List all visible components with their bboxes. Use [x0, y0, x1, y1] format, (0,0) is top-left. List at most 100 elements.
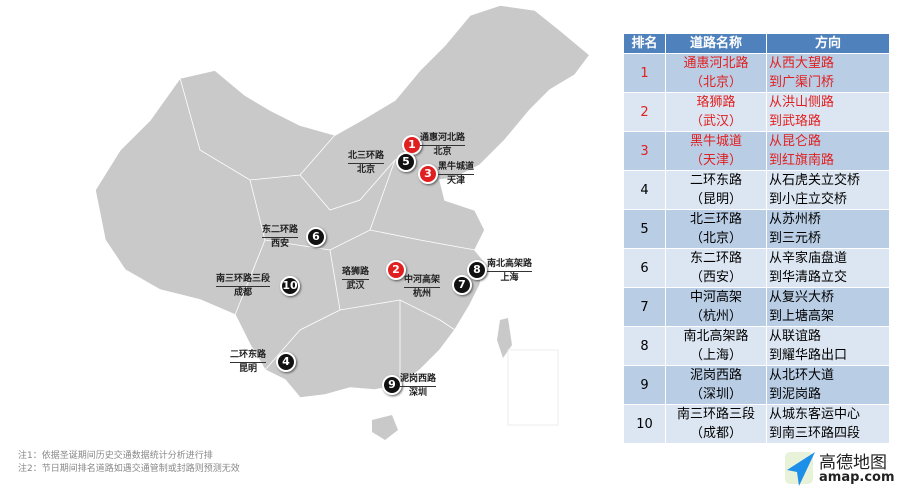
direction-cell: 从复兴大桥到上塘高架 [766, 287, 890, 327]
road-city: （成都） [689, 426, 742, 441]
road-city: （昆明） [689, 192, 742, 207]
direction-to: 到华清路立交 [769, 270, 848, 285]
direction-cell: 从昆仑路 到红旗南路 [766, 131, 890, 171]
china-mainland [94, 4, 592, 399]
note-2: 注2：节日期间排名道路如遇交通管制或封路则预测无效 [18, 464, 240, 474]
road-name: 珞狮路 [696, 95, 736, 110]
marker-label-3: 黑牛城道 天津 [438, 162, 475, 186]
marker-label-1: 通惠河北路 北京 [420, 133, 466, 157]
rank-cell: 9 [623, 365, 666, 405]
taiwan-island [497, 318, 512, 358]
direction-to: 到耀华路出口 [769, 348, 848, 363]
table-row: 4 二环东路 （昆明） 从石虎关立交桥 到小庄立交桥 [623, 170, 890, 210]
logo-name: 高德地图 [819, 453, 887, 473]
table-row: 2 珞狮路 （武汉） 从洪山侧路 到武珞路 [623, 92, 890, 132]
map-marker-9[interactable]: 9 [382, 375, 402, 395]
direction-to: 到泥岗路 [769, 387, 822, 402]
direction-from: 从辛家庙盘道 [769, 251, 848, 266]
road-cell: 北三环路 （北京） [665, 209, 767, 249]
direction-cell: 从洪山侧路 到武珞路 [766, 92, 890, 132]
map-marker-2[interactable]: 2 [386, 260, 406, 280]
table-row: 9 泥岗西路 （深圳） 从北环大道到泥岗路 [623, 365, 890, 405]
rank-cell: 3 [623, 131, 666, 171]
paper-plane-icon [785, 452, 815, 486]
map-marker-10[interactable]: 10 [280, 276, 300, 296]
road-cell: 南北高架路 （上海） [665, 326, 767, 366]
rank-cell: 7 [623, 287, 666, 327]
table-row: 10 南三环路三段 （成都） 从城东客运中心 到南三环路四段 [623, 404, 890, 444]
note-1: 注1：依据圣诞期间历史交通数据统计分析进行排 [18, 451, 213, 461]
road-cell: 东二环路 （西安） [665, 248, 767, 288]
map-marker-7[interactable]: 7 [452, 275, 472, 295]
road-name: 泥岗西路 [689, 368, 742, 383]
marker-label-10: 南三环路三段 成都 [216, 274, 271, 298]
road-city: （天津） [689, 153, 742, 168]
direction-from: 从西大望路 [769, 56, 835, 71]
direction-cell: 从城东客运中心 到南三环路四段 [766, 404, 890, 444]
direction-from: 从石虎关立交桥 [769, 173, 861, 188]
logo-url: amap.com [819, 470, 895, 485]
road-city: （北京） [689, 75, 742, 90]
road-city: （武汉） [689, 114, 742, 129]
table-row: 7 中河高架 （杭州） 从复兴大桥到上塘高架 [623, 287, 890, 327]
road-cell: 泥岗西路 （深圳） [665, 365, 767, 405]
hainan-island [372, 415, 398, 440]
road-name: 北三环路 [689, 212, 742, 227]
marker-label-4: 二环东路 昆明 [230, 350, 267, 374]
road-city: （上海） [689, 348, 742, 363]
direction-to: 到三元桥 [769, 231, 822, 246]
table-row: 3 黑牛城道 （天津） 从昆仑路到红旗南路 [623, 131, 890, 171]
road-cell: 二环东路 （昆明） [665, 170, 767, 210]
direction-cell: 从苏州桥 到三元桥 [766, 209, 890, 249]
province-borders [179, 77, 476, 385]
map-marker-4[interactable]: 4 [276, 352, 296, 372]
direction-from: 从苏州桥 [769, 212, 822, 227]
direction-from: 从联谊路 [769, 329, 822, 344]
direction-from: 从北环大道 [769, 368, 835, 383]
road-cell: 珞狮路 （武汉） [665, 92, 767, 132]
direction-to: 到小庄立交桥 [769, 192, 848, 207]
road-name: 黑牛城道 [689, 134, 742, 149]
marker-label-5: 北三环路 北京 [348, 151, 385, 175]
header-rank: 排名 [623, 33, 666, 54]
direction-to: 到红旗南路 [769, 153, 835, 168]
rank-cell: 1 [623, 53, 666, 93]
table-header: 排名 道路名称 方向 [623, 33, 890, 54]
direction-to: 到上塘高架 [769, 309, 835, 324]
map-marker-5[interactable]: 5 [396, 152, 416, 172]
south-china-sea-inset [507, 349, 559, 426]
table-row: 5 北三环路 （北京） 从苏州桥到三元桥 [623, 209, 890, 249]
marker-label-7: 中河高架 杭州 [404, 275, 441, 299]
road-name: 中河高架 [689, 290, 742, 305]
road-cell: 中河高架 （杭州） [665, 287, 767, 327]
direction-cell: 从石虎关立交桥 到小庄立交桥 [766, 170, 890, 210]
direction-cell: 从辛家庙盘道 到华清路立交 [766, 248, 890, 288]
road-city: （杭州） [689, 309, 742, 324]
road-name: 东二环路 [689, 251, 742, 266]
road-name: 通惠河北路 [683, 56, 749, 71]
road-cell: 南三环路三段 （成都） [665, 404, 767, 444]
rank-cell: 5 [623, 209, 666, 249]
footnotes: 注1：依据圣诞期间历史交通数据统计分析进行排 注2：节日期间排名道路如遇交通管制… [18, 450, 240, 476]
direction-cell: 从北环大道 到泥岗路 [766, 365, 890, 405]
rank-cell: 4 [623, 170, 666, 210]
road-name: 南北高架路 [683, 329, 749, 344]
direction-to: 到南三环路四段 [769, 426, 861, 441]
rank-cell: 8 [623, 326, 666, 366]
road-city: （西安） [689, 270, 742, 285]
road-cell: 黑牛城道 （天津） [665, 131, 767, 171]
direction-from: 从复兴大桥 [769, 290, 835, 305]
ranking-table: 排名 道路名称 方向 1 通惠河北路 （北京） 从西大望路 到广渠门桥 2 珞狮路 （武… [623, 33, 890, 444]
road-city: （北京） [689, 231, 742, 246]
direction-to: 到广渠门桥 [769, 75, 835, 90]
map-marker-6[interactable]: 6 [306, 227, 326, 247]
marker-label-2: 珞狮路 武汉 [342, 267, 370, 291]
direction-cell: 从西大望路到广渠门桥 [766, 53, 890, 93]
map-marker-3[interactable]: 3 [418, 164, 438, 184]
road-name: 南三环路三段 [676, 407, 755, 422]
table-row: 6 东二环路 （西安） 从辛家庙盘道 到华清路立交 [623, 248, 890, 288]
direction-from: 从昆仑路 [769, 134, 822, 149]
header-direction: 方向 [766, 33, 890, 54]
map-marker-8[interactable]: 8 [467, 260, 487, 280]
table-row: 1 通惠河北路 （北京） 从西大望路到广渠门桥 [623, 53, 890, 93]
